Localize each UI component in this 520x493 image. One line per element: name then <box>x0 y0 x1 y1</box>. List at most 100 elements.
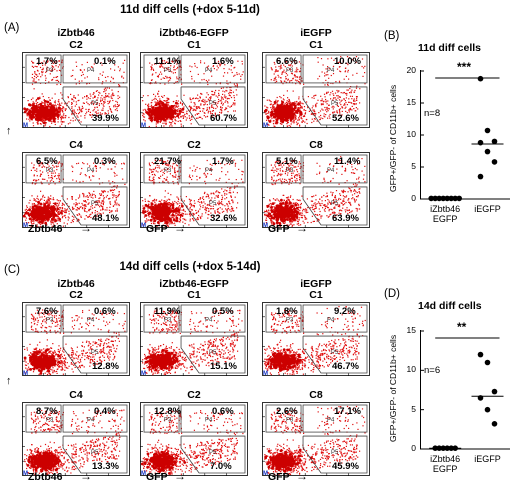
event-dot <box>40 123 42 125</box>
event-dot <box>212 94 214 96</box>
event-dot <box>167 103 169 105</box>
event-dot <box>332 112 334 114</box>
axis-marker: M <box>23 223 28 228</box>
event-dot <box>206 207 208 209</box>
event-dot <box>214 91 216 93</box>
event-dot <box>271 117 273 119</box>
event-dot <box>124 59 126 61</box>
event-dot <box>339 108 341 110</box>
event-dot <box>179 63 181 65</box>
event-dot <box>174 116 176 118</box>
event-dot <box>110 109 112 111</box>
event-dot <box>207 110 210 112</box>
event-dot <box>96 99 98 101</box>
event-dot <box>95 90 97 92</box>
event-dot <box>102 81 104 83</box>
event-dot <box>205 79 207 82</box>
event-dot <box>79 173 81 175</box>
event-dot <box>43 220 45 222</box>
event-dot <box>176 105 178 107</box>
event-dot <box>78 82 81 85</box>
event-dot <box>280 110 284 114</box>
event-dot <box>83 193 85 195</box>
event-dot <box>344 107 346 109</box>
event-dot <box>171 119 173 121</box>
event-dot <box>58 162 60 164</box>
event-dot <box>327 91 329 93</box>
event-dot <box>52 172 54 174</box>
event-dot <box>197 211 199 213</box>
event-dot <box>57 216 59 218</box>
event-dot <box>290 105 292 107</box>
event-dot <box>209 200 211 202</box>
event-dot <box>303 106 306 108</box>
event-dot <box>33 167 35 169</box>
event-dot <box>78 213 80 215</box>
event-dot <box>281 67 283 69</box>
event-dot <box>81 208 84 210</box>
event-dot <box>323 113 325 115</box>
event-dot <box>79 206 81 208</box>
event-dot <box>359 102 361 104</box>
event-dot <box>61 195 63 197</box>
event-dot <box>220 108 222 110</box>
event-dot <box>267 123 269 125</box>
event-dot <box>48 200 50 202</box>
event-dot <box>166 103 168 105</box>
event-dot <box>77 208 80 210</box>
event-dot <box>173 100 175 103</box>
event-dot <box>33 198 35 200</box>
event-dot <box>71 112 73 114</box>
event-dot <box>336 110 338 112</box>
event-dot <box>149 168 151 170</box>
event-dot <box>59 109 61 111</box>
event-dot <box>155 72 157 74</box>
event-dot <box>285 78 287 80</box>
event-dot <box>44 100 47 103</box>
event-dot <box>326 108 328 111</box>
event-dot <box>85 196 87 198</box>
event-dot <box>117 105 120 107</box>
event-dot <box>55 111 57 113</box>
event-dot <box>79 196 81 198</box>
event-dot <box>57 220 59 222</box>
event-dot <box>155 170 157 172</box>
event-dot <box>190 107 193 109</box>
event-dot <box>219 163 222 165</box>
event-dot <box>113 195 115 197</box>
event-dot <box>307 107 309 109</box>
event-dot <box>166 76 168 78</box>
event-dot <box>182 111 185 114</box>
event-dot <box>48 197 50 199</box>
event-dot <box>71 106 73 108</box>
event-dot <box>274 125 276 128</box>
event-dot <box>101 191 104 193</box>
event-dot <box>209 208 212 210</box>
event-dot <box>41 219 44 223</box>
event-dot <box>176 113 178 115</box>
event-dot <box>292 90 294 92</box>
event-dot <box>333 111 335 113</box>
event-dot <box>59 200 61 202</box>
event-dot <box>86 98 88 100</box>
event-dot <box>339 114 341 117</box>
event-dot <box>273 106 275 108</box>
event-dot <box>233 67 235 69</box>
event-dot <box>32 80 34 82</box>
event-dot <box>96 90 98 92</box>
event-dot <box>33 78 35 80</box>
event-dot <box>143 113 145 115</box>
event-dot <box>159 200 161 202</box>
event-dot <box>294 112 296 114</box>
event-dot <box>275 69 277 71</box>
event-dot <box>46 180 48 182</box>
event-dot <box>58 173 60 175</box>
event-dot <box>36 216 40 219</box>
event-dot <box>206 107 208 109</box>
event-dot <box>119 68 121 70</box>
event-dot <box>72 98 74 100</box>
event-dot <box>150 66 152 68</box>
event-dot <box>55 205 58 207</box>
event-dot <box>354 100 356 102</box>
event-dot <box>346 56 349 58</box>
